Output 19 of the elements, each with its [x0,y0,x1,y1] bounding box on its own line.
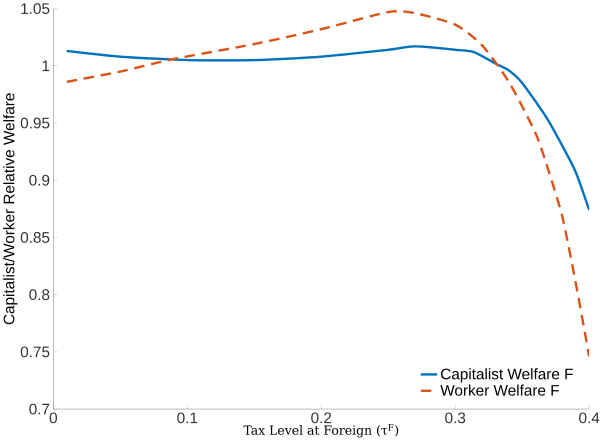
line-series [66,45,590,212]
legend-label: Capitalist Welfare F [441,368,573,383]
y-tick-label: 1 [42,60,50,72]
y-tick-label: 1.05 [21,3,50,14]
y-tick-label: 0.8 [29,289,50,300]
legend-label: Worker Welfare F [440,384,559,396]
x-tick-label: 0.2 [311,412,332,424]
x-tick-label: 0.4 [579,412,600,424]
x-tick-label: 0.1 [177,412,198,424]
x-tick-label: 0.3 [445,412,466,424]
line-series [66,10,590,358]
y-tick-label: 0.75 [20,346,50,358]
x-axis-title: Tax Level at Foreign (τ$^{F}$) [244,424,398,438]
y-tick-label: 0.7 [29,404,50,415]
x-tick-label: 0 [50,412,57,424]
y-axis-title: Capitalist/Worker Relative Welfare [3,94,18,324]
y-tick-label: 0.95 [20,118,50,129]
y-tick-label: 0.9 [29,175,50,186]
y-tick-label: 0.85 [20,232,50,244]
